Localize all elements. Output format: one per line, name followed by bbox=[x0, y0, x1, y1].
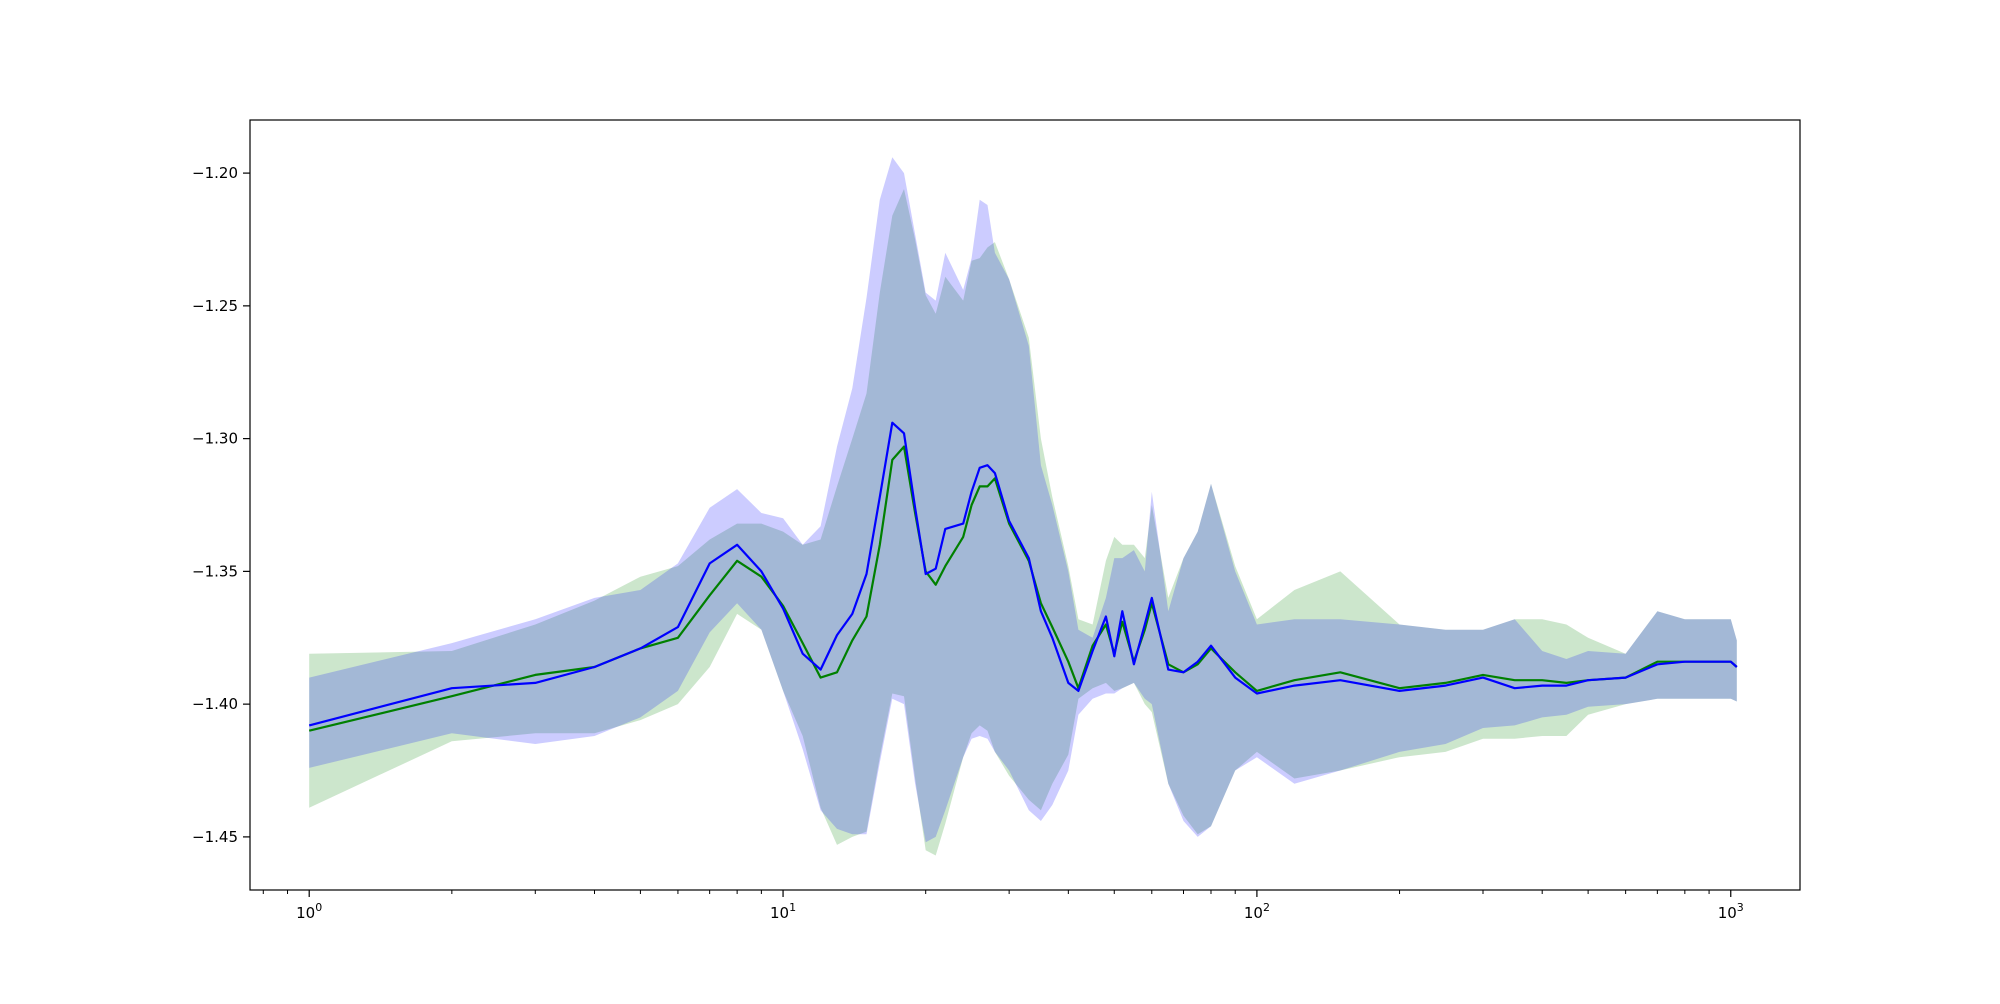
y-tick-label: −1.45 bbox=[192, 828, 238, 846]
x-tick-label: 102 bbox=[1244, 901, 1270, 922]
y-tick-label: −1.25 bbox=[192, 297, 238, 315]
x-tick-label: 101 bbox=[770, 901, 796, 922]
x-tick-label: 103 bbox=[1718, 901, 1744, 922]
y-tick-label: −1.35 bbox=[192, 562, 238, 580]
y-tick-label: −1.30 bbox=[192, 430, 238, 448]
confidence-bands bbox=[309, 157, 1737, 856]
band-series-2 bbox=[309, 157, 1737, 843]
y-tick-label: −1.40 bbox=[192, 695, 238, 713]
line-series-2 bbox=[308, 421, 1738, 727]
y-tick-label: −1.20 bbox=[192, 164, 238, 182]
band-series-1 bbox=[309, 189, 1737, 856]
line-series-1 bbox=[308, 445, 1738, 732]
plot-frame bbox=[249, 119, 1801, 891]
series-lines bbox=[308, 421, 1738, 732]
x-tick-label: 100 bbox=[296, 901, 322, 922]
y-axis: −1.45 −1.40 −1.35 −1.30 −1.25 −1.20 bbox=[192, 164, 250, 846]
x-axis: 100 101 102 103 bbox=[262, 890, 1744, 922]
